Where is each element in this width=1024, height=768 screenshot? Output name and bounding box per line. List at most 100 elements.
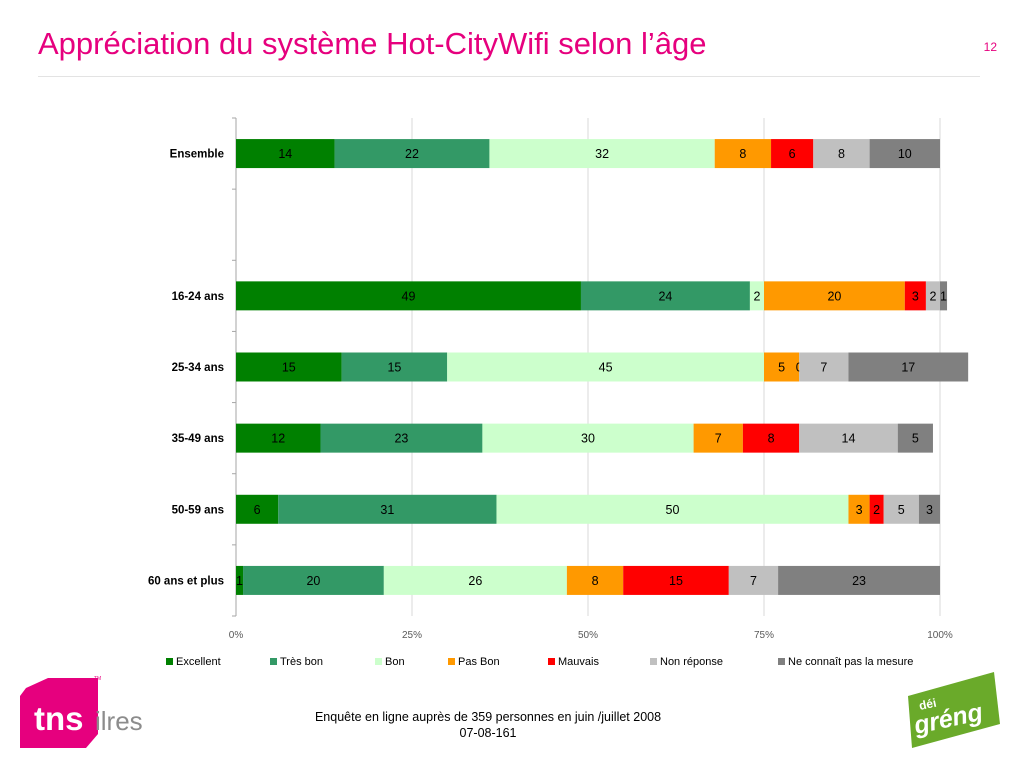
bar-segment: [341, 352, 448, 382]
data-label: 30: [581, 432, 595, 446]
bar-segment: [771, 139, 814, 169]
data-label: 22: [405, 147, 419, 161]
data-label: 31: [380, 503, 394, 517]
bar-segment: [482, 423, 694, 453]
bar-segment: [749, 281, 764, 311]
data-label: 7: [750, 574, 757, 588]
data-label: 8: [592, 574, 599, 588]
bar-segment: [848, 494, 870, 524]
bar-segment: [848, 352, 969, 382]
x-tick-label: 0%: [229, 630, 244, 641]
data-label: 14: [842, 432, 856, 446]
bar-segment: [813, 139, 870, 169]
bar-segment: [925, 281, 940, 311]
bar-segment: [623, 565, 729, 595]
category-label: 16-24 ans: [172, 291, 224, 303]
legend-swatch: [650, 658, 657, 665]
data-label: 49: [402, 289, 416, 303]
data-label: 17: [901, 361, 915, 375]
bar-segment: [320, 423, 483, 453]
category-label: 35-49 ans: [172, 433, 224, 445]
bar-segment: [236, 139, 335, 169]
bar-segment: [580, 281, 750, 311]
bar-segment: [940, 281, 948, 311]
data-label: 24: [658, 289, 672, 303]
bar-segment: [236, 494, 279, 524]
legend-swatch: [166, 658, 173, 665]
footer-line-1: Enquête en ligne auprès de 359 personnes…: [314, 710, 662, 724]
title-divider: [38, 76, 980, 77]
data-label: 5: [912, 432, 919, 446]
data-label: 20: [827, 289, 841, 303]
data-label: 8: [739, 147, 746, 161]
tns-logo-shape: [20, 678, 98, 748]
data-label: 15: [387, 361, 401, 375]
data-label: 6: [789, 147, 796, 161]
bar-segment: [334, 139, 490, 169]
data-label: 3: [912, 289, 919, 303]
legend-label: Excellent: [176, 656, 221, 668]
bar-segment: [742, 423, 800, 453]
legend-label: Bon: [385, 656, 405, 668]
dei-greng-logo: déi gréng: [908, 672, 1000, 748]
data-label: 15: [282, 361, 296, 375]
x-tick-label: 25%: [402, 630, 422, 641]
data-label: 12: [271, 432, 285, 446]
legend-swatch: [778, 658, 785, 665]
category-label: 60 ans et plus: [148, 575, 224, 587]
bar-segment: [566, 565, 624, 595]
bar-segment: [236, 565, 244, 595]
data-label: 8: [768, 432, 775, 446]
bar-segment: [904, 281, 926, 311]
bar-segment: [278, 494, 497, 524]
data-label: 10: [898, 147, 912, 161]
data-label: 20: [306, 574, 320, 588]
slide-title: Appréciation du système Hot-CityWifi sel…: [38, 26, 707, 61]
bar-segment: [496, 494, 849, 524]
data-label: 8: [838, 147, 845, 161]
data-label: 3: [856, 503, 863, 517]
bar-segment: [918, 494, 940, 524]
data-label: 23: [394, 432, 408, 446]
ilres-logo-text: ilres: [95, 706, 143, 736]
data-label: 1: [940, 289, 947, 303]
page-number: 12: [983, 40, 997, 54]
x-tick-label: 100%: [927, 630, 953, 641]
legend-swatch: [270, 658, 277, 665]
greng-logo-small-text: déi: [918, 696, 938, 713]
bar-segment: [447, 352, 764, 382]
bar-segment: [897, 423, 933, 453]
data-label: 5: [778, 361, 785, 375]
data-label: 7: [820, 361, 827, 375]
bar-segment: [236, 352, 342, 382]
category-label: 25-34 ans: [172, 362, 224, 374]
data-label: 23: [852, 574, 866, 588]
data-label: 50: [666, 503, 680, 517]
bar-segment: [764, 352, 800, 382]
bar-segment: [799, 423, 898, 453]
data-label: 14: [278, 147, 292, 161]
tns-ilres-logo: tns ilres TM: [20, 676, 143, 748]
data-label: 2: [929, 289, 936, 303]
bar-segment: [693, 423, 743, 453]
data-label: 3: [926, 503, 933, 517]
category-label: Ensemble: [170, 149, 224, 161]
legend-label: Très bon: [280, 656, 323, 668]
greng-logo-badge: [908, 672, 1000, 748]
bar-segment: [869, 494, 884, 524]
legend-label: Pas Bon: [458, 656, 500, 668]
bar-segment: [883, 494, 919, 524]
data-label: 6: [254, 503, 261, 517]
data-label: 2: [753, 289, 760, 303]
data-label: 26: [468, 574, 482, 588]
x-tick-label: 50%: [578, 630, 598, 641]
footer-note: Enquête en ligne auprès de 359 personnes…: [250, 709, 726, 741]
bar-segment: [236, 423, 321, 453]
x-tick-label: 75%: [754, 630, 774, 641]
category-label: 50-59 ans: [172, 504, 224, 516]
legend-swatch: [448, 658, 455, 665]
data-label: 45: [599, 361, 613, 375]
bar-segment: [869, 139, 940, 169]
legend-label: Mauvais: [558, 656, 599, 668]
data-label: 2: [873, 503, 880, 517]
